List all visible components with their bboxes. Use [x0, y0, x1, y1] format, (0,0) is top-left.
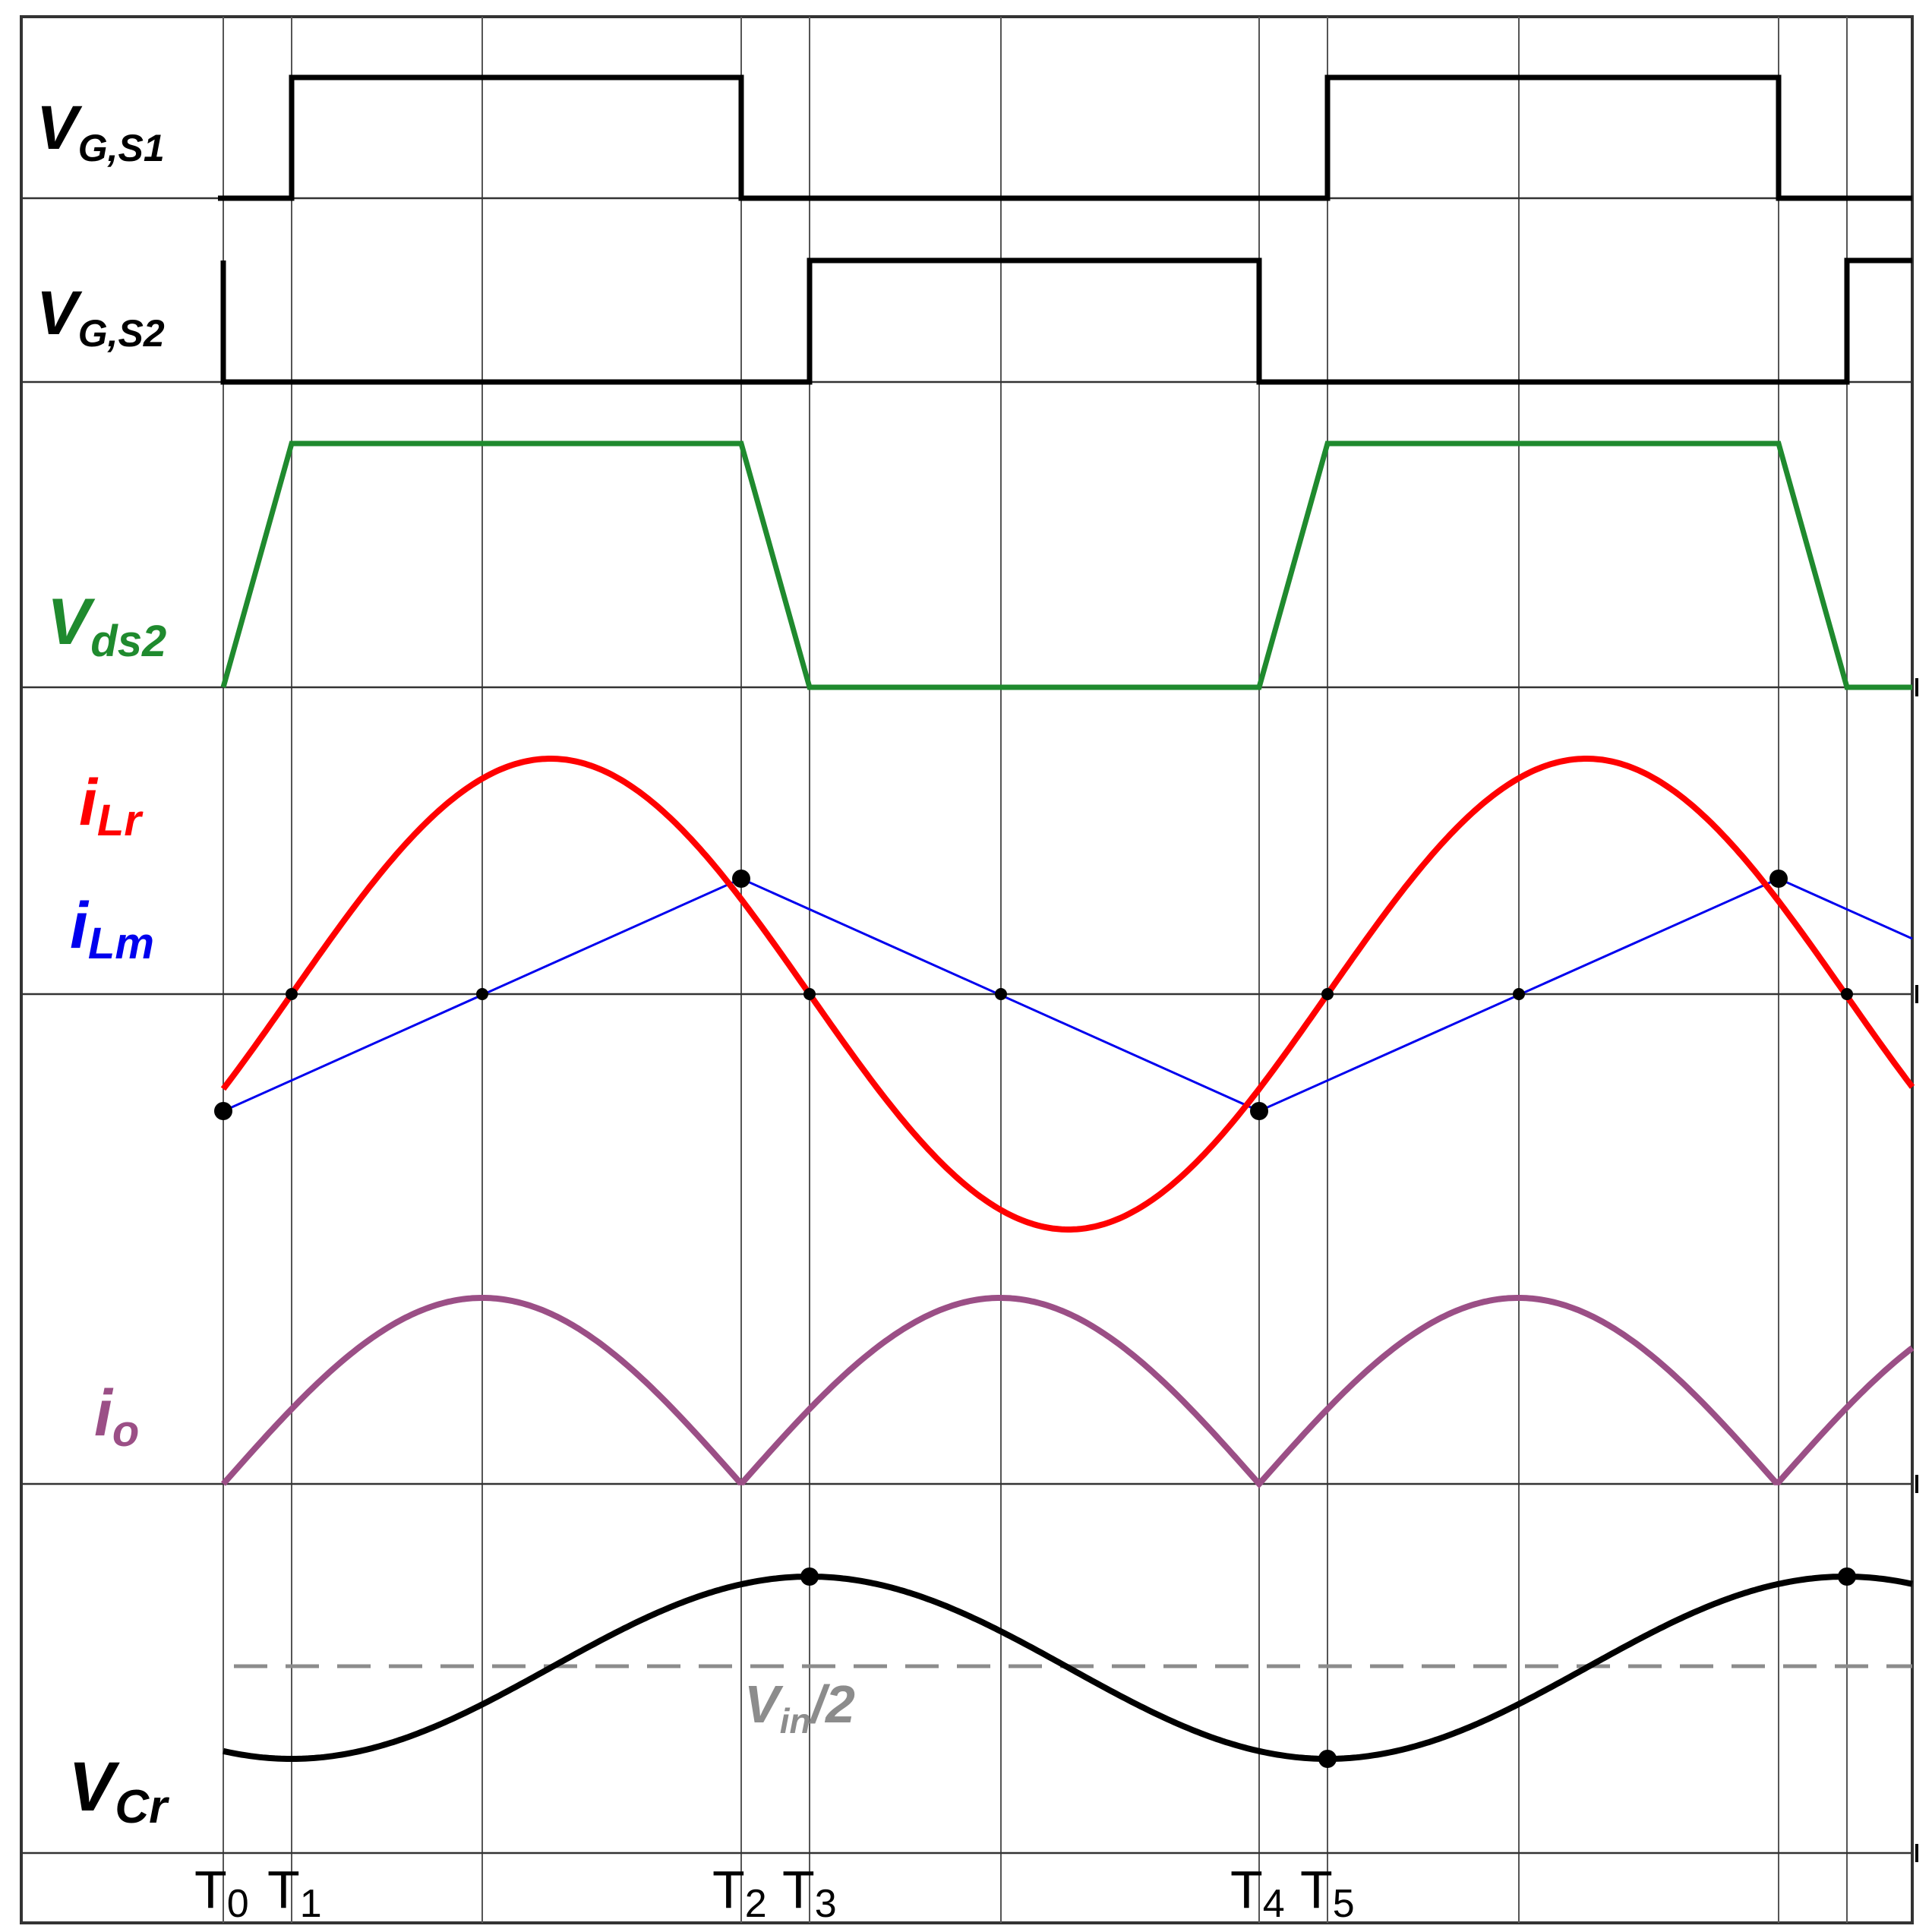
dot-vcr-peak-1 [800, 1567, 819, 1586]
time-marker-t1: T1 [267, 1860, 322, 1926]
dot-zero-2 [476, 988, 488, 1000]
dot-t4-iLr [1250, 1102, 1268, 1120]
diagram-frame [20, 15, 1914, 1924]
vds2-waveform [220, 440, 1912, 690]
vgs2-waveform [220, 257, 1912, 385]
time-marker-t4: T4 [1230, 1860, 1285, 1926]
dot-t0-iLr [214, 1102, 232, 1120]
label-vin-half: Vin/2 [744, 1675, 855, 1741]
dot-vcr-trough [1318, 1750, 1337, 1768]
label-io: io [94, 1377, 139, 1456]
intersection-dots [214, 870, 1856, 1768]
dot-zero-3 [803, 988, 816, 1000]
dot-vcr-peak-2 [1838, 1567, 1856, 1586]
vcr-waveform [223, 1574, 1913, 1762]
time-marker-t5: T5 [1300, 1860, 1355, 1926]
dot-zero-4 [995, 988, 1007, 1000]
time-marker-t2: T2 [712, 1860, 767, 1926]
time-markers: T0 T1 T2 T3 T4 T5 [194, 1860, 1355, 1926]
time-marker-t0: T0 [194, 1860, 249, 1926]
label-iLr: iLr [79, 766, 144, 845]
label-vgs1: VG,S1 [36, 93, 165, 169]
dot-zero-5 [1321, 988, 1334, 1000]
dot-zero-1 [286, 988, 298, 1000]
dot-zero-7 [1841, 988, 1853, 1000]
label-iLm: iLm [70, 889, 154, 968]
dot-t2-iLr [732, 870, 750, 888]
label-vds2: Vds2 [47, 586, 166, 666]
iLr-waveform [220, 756, 1915, 1233]
vertical-grid [223, 17, 1848, 1923]
label-vgs2: VG,S2 [36, 279, 165, 355]
io-waveform [221, 1295, 1915, 1489]
label-vcr: VCr [68, 1748, 169, 1833]
dot-zero-6 [1513, 988, 1525, 1000]
time-marker-t3: T3 [782, 1860, 837, 1926]
dot-t6-iLr [1769, 870, 1788, 888]
horizontal-baselines [21, 197, 1912, 1855]
vgs1-waveform [218, 74, 1912, 201]
